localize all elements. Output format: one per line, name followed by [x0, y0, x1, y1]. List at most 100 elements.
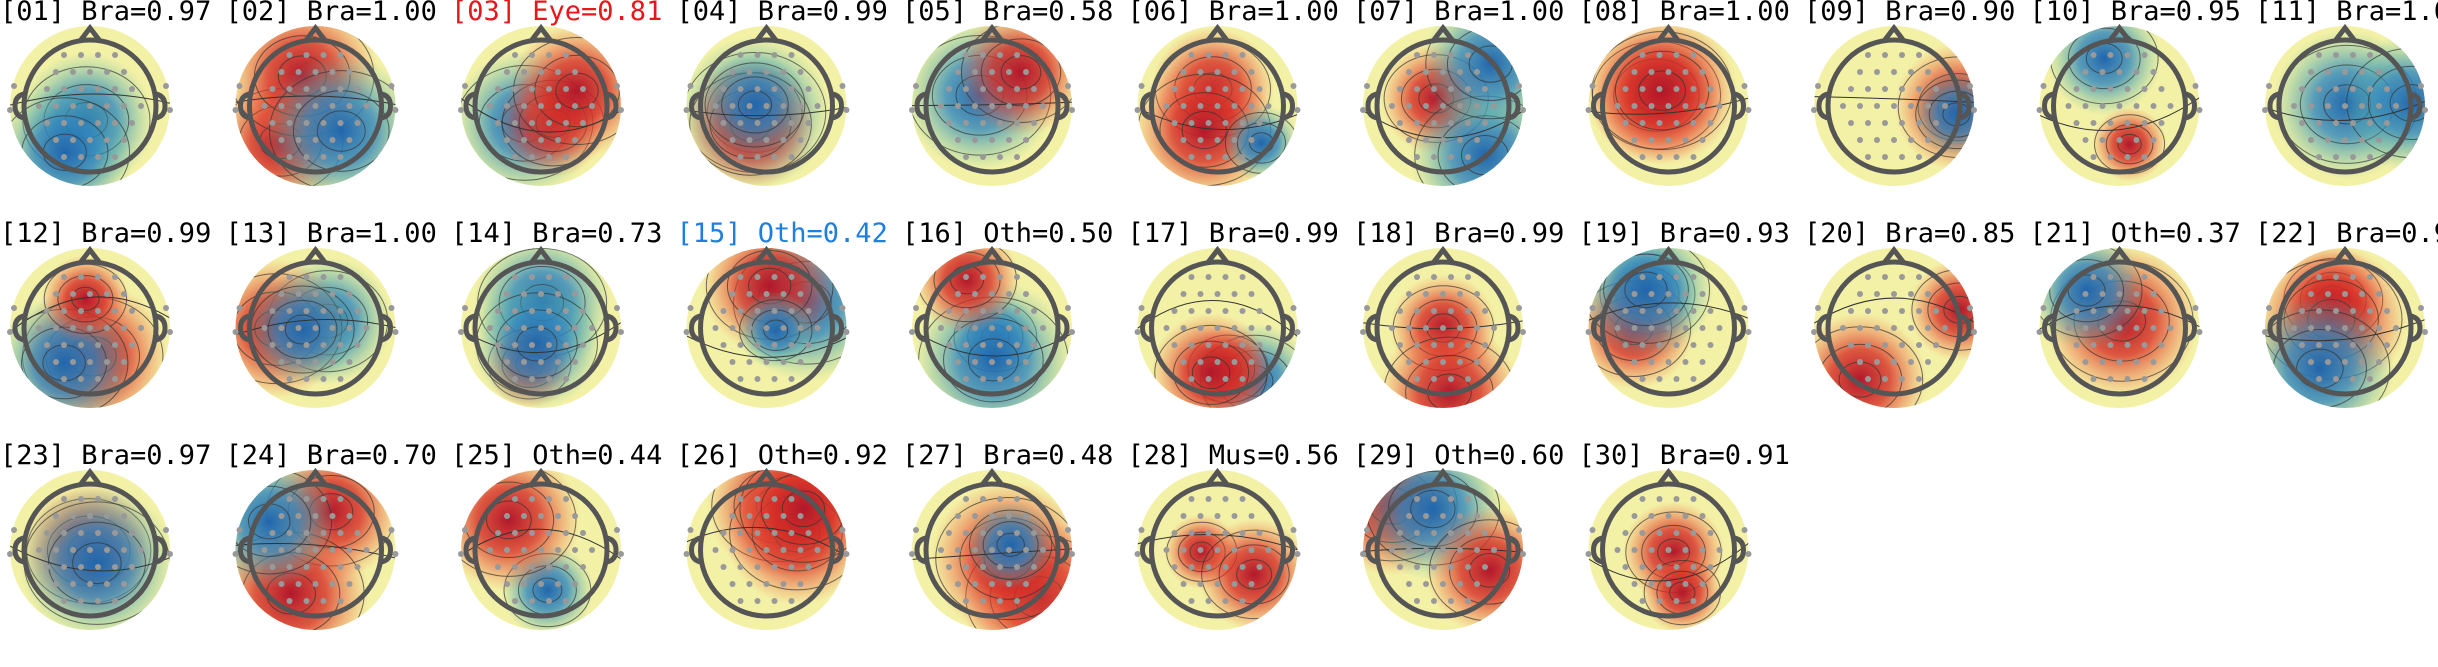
- electrode: [95, 52, 101, 58]
- electrode: [320, 308, 327, 314]
- contour-line: [1410, 489, 1456, 529]
- electrode: [1673, 120, 1680, 126]
- nose: [78, 245, 102, 265]
- electrode: [70, 69, 76, 75]
- electrode: [286, 564, 293, 570]
- electrode: [303, 342, 310, 348]
- electrode: [1040, 325, 1046, 331]
- topoplot: [2036, 23, 2203, 186]
- electrode: [2040, 305, 2047, 311]
- electrode: [1882, 274, 1888, 280]
- contour-line: [72, 542, 122, 585]
- electrode: [2073, 86, 2080, 92]
- contour-line: [763, 319, 789, 341]
- contour-line: [1588, 302, 1749, 321]
- electrode: [1656, 120, 1663, 126]
- electrode: [788, 564, 795, 570]
- electrode: [555, 581, 561, 587]
- electrode: [1397, 120, 1403, 126]
- electrode: [346, 547, 353, 553]
- electrode: [2316, 376, 2322, 382]
- topoplot: [1360, 23, 1526, 186]
- topoplot: [1811, 23, 1977, 186]
- electrode: [797, 359, 804, 365]
- component-title: [17] Bra=0.99: [1128, 218, 1339, 249]
- electrode: [788, 342, 795, 348]
- electrode: [797, 547, 804, 553]
- electrode: [2350, 376, 2356, 382]
- right-ear: [2184, 313, 2198, 343]
- electrode: [538, 513, 544, 519]
- electrode: [1006, 69, 1012, 75]
- electrode: [1639, 86, 1646, 92]
- electrode: [295, 547, 302, 553]
- electrode: [36, 325, 42, 331]
- electrode: [1431, 564, 1437, 570]
- electrode: [1431, 52, 1437, 58]
- electrode: [737, 496, 744, 502]
- right-ear: [1508, 91, 1521, 121]
- electrode: [1516, 83, 1522, 89]
- electrode: [1014, 308, 1020, 314]
- contour-line: [10, 545, 170, 572]
- electrode: [2359, 291, 2365, 297]
- electrode: [955, 103, 961, 109]
- electrode: [1656, 274, 1663, 280]
- electrode: [1448, 86, 1454, 92]
- electrode: [2376, 359, 2382, 365]
- electrode: [1414, 120, 1420, 126]
- electrode: [1482, 342, 1488, 348]
- electrode: [129, 120, 135, 126]
- electrode: [295, 513, 302, 519]
- electrode: [780, 547, 787, 553]
- contour-line: [2367, 65, 2425, 140]
- electrode: [589, 103, 595, 109]
- electrode: [980, 564, 986, 570]
- electrode: [286, 86, 293, 92]
- electrode: [61, 120, 67, 126]
- electrode: [1248, 325, 1255, 331]
- left-ear: [688, 91, 702, 121]
- electrode: [763, 513, 770, 519]
- electrode: [1222, 308, 1229, 314]
- electrode: [1205, 530, 1212, 536]
- electrode: [1916, 308, 1922, 314]
- right-ear: [606, 313, 619, 343]
- electrode: [495, 308, 501, 314]
- electrode: [729, 137, 736, 143]
- electrode: [2192, 305, 2199, 311]
- head-outline: [21, 37, 159, 175]
- electrode: [1006, 513, 1012, 519]
- electrode: [555, 137, 561, 143]
- electrode: [1857, 359, 1863, 365]
- electrode: [546, 342, 552, 348]
- electrode: [2116, 69, 2123, 75]
- electrode: [788, 496, 795, 502]
- electrode: [1474, 359, 1480, 365]
- electrode: [997, 154, 1003, 160]
- electrode: [1023, 359, 1029, 365]
- component-title: [01] Bra=0.97: [0, 0, 211, 27]
- electrode: [278, 513, 285, 519]
- activity-blob: [701, 51, 809, 159]
- electrode: [1474, 137, 1480, 143]
- electrode: [1188, 120, 1195, 126]
- electrode: [95, 342, 101, 348]
- electrode: [286, 120, 293, 126]
- activity-blob: [10, 83, 134, 186]
- electrode: [104, 513, 110, 519]
- electrode: [805, 530, 812, 536]
- electrode: [2107, 342, 2114, 348]
- electrode: [2316, 86, 2322, 92]
- electrode: [572, 103, 578, 109]
- electrode: [763, 69, 770, 75]
- head-outline: [1374, 481, 1512, 619]
- left-ear: [237, 535, 251, 565]
- electrode: [337, 598, 344, 604]
- electrode: [2158, 308, 2165, 314]
- electrode: [1239, 496, 1246, 502]
- electrode: [44, 308, 50, 314]
- electrode: [746, 137, 753, 143]
- electrode: [61, 598, 67, 604]
- electrode: [1745, 551, 1752, 557]
